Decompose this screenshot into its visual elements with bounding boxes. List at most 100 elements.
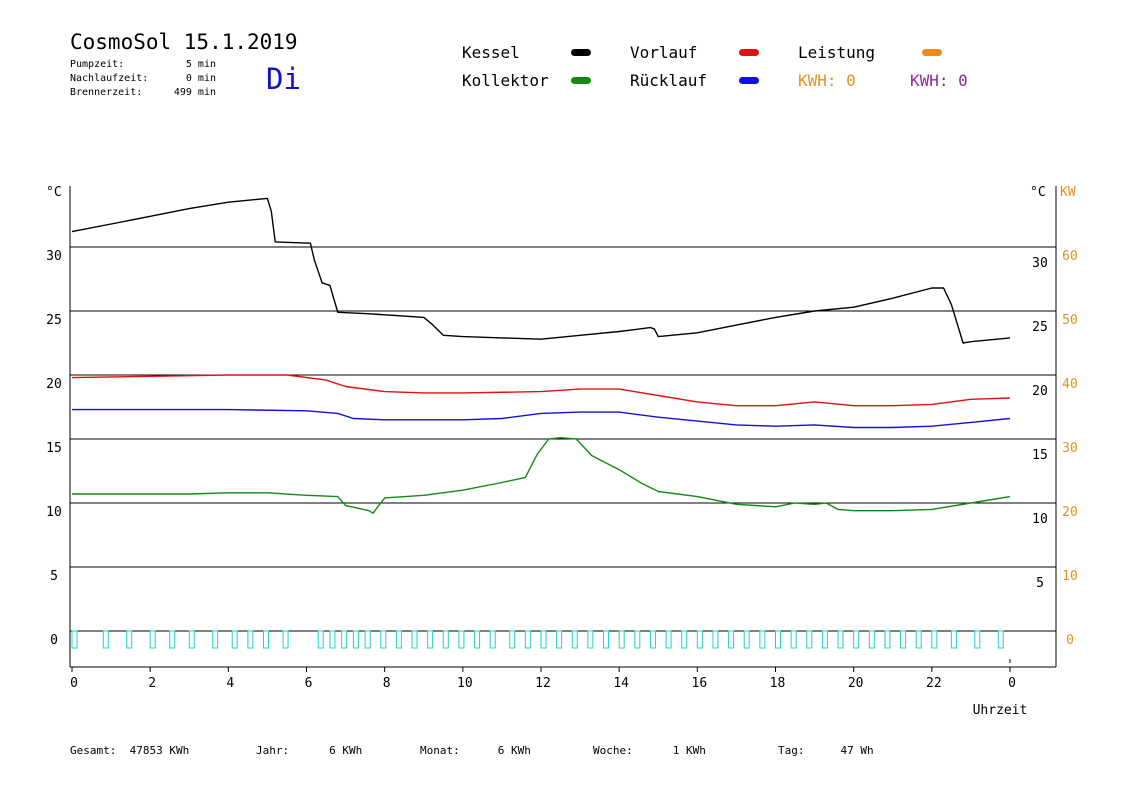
info-value: 0 min (185, 73, 216, 84)
kwh-orange-label: KWH: 0 (798, 71, 856, 90)
chart-axes (69, 186, 1057, 672)
legend-kessel-label: Kessel (462, 43, 520, 62)
footer-woche: Woche: 1 KWh (593, 744, 706, 757)
pump-pulse (329, 630, 336, 649)
pump-pulse (618, 630, 625, 649)
pump-pulse (712, 630, 719, 649)
pump-pulse (263, 630, 270, 649)
y2-tick-label: 50 (1062, 313, 1078, 328)
pump-pulse (458, 630, 465, 649)
pump-pulse (317, 630, 324, 649)
pump-pulse (524, 630, 531, 649)
pump-pulse (169, 630, 176, 649)
pump-pulse (474, 630, 481, 649)
legend-leistung-swatch (922, 49, 942, 56)
pump-pulse (149, 630, 156, 649)
legend-kessel-swatch (571, 49, 591, 56)
pump-pulse (427, 630, 434, 649)
series-line-vorlauf (71, 374, 1011, 407)
x-tick-label: 18 (770, 676, 786, 691)
pump-pulse (884, 630, 891, 649)
pump-pulse (821, 630, 828, 649)
pump-pulse (395, 630, 402, 649)
pump-pulse (540, 630, 547, 649)
pump-pulse (634, 630, 641, 649)
footer-monat-value: 6 KWh (497, 744, 531, 757)
x-tick-label: 4 (226, 676, 234, 691)
y-tick-label-right: 10 (1032, 512, 1048, 527)
footer-tag: Tag: 47 Wh (778, 744, 874, 757)
pump-pulse (71, 630, 78, 649)
pump-pulse (411, 630, 418, 649)
pump-pulse (102, 630, 109, 649)
x-tick-label: 20 (848, 676, 864, 691)
legend-vorlauf-label: Vorlauf (630, 43, 698, 62)
info-brennerzeit: Brennerzeit: 499 min (70, 86, 216, 99)
y2-tick-label: 40 (1062, 377, 1078, 392)
y-tick-label-right: 25 (1032, 320, 1048, 335)
pump-pulse (649, 630, 656, 649)
info-label: Nachlaufzeit: (70, 73, 149, 84)
legend-ruecklauf-label: Rücklauf (630, 71, 708, 90)
pump-pulse (950, 630, 957, 649)
y2-tick-label: 60 (1062, 249, 1078, 264)
y2-axis-unit: KW (1060, 185, 1076, 200)
pump-pulse (556, 630, 563, 649)
pump-pulse (681, 630, 688, 649)
pump-pulse (853, 630, 860, 649)
y-tick-label-right: 30 (1032, 256, 1048, 271)
x-tick-label: 22 (926, 676, 942, 691)
info-label: Pumpzeit: (70, 59, 125, 70)
y-tick-label-left: 30 (46, 249, 62, 264)
pump-pulse (489, 630, 496, 649)
weekday-label: Di (266, 62, 301, 96)
info-value: 5 min (185, 59, 216, 70)
pump-pulse (282, 630, 289, 649)
series-line-kessel (71, 197, 1011, 344)
legend-vorlauf-swatch (739, 49, 759, 56)
info-pumpzeit: Pumpzeit: 5 min (70, 58, 216, 71)
y-tick-label-left: 0 (50, 633, 58, 648)
y2-tick-label: 20 (1062, 505, 1078, 520)
pump-pulse (931, 630, 938, 649)
pump-pulse (974, 630, 981, 649)
x-tick-label: 0 (1008, 676, 1016, 691)
footer-gesamt: Gesamt: 47853 KWh (70, 744, 189, 757)
pump-pulse (915, 630, 922, 649)
pump-pulse (775, 630, 781, 649)
y-tick-label-right: 15 (1032, 448, 1048, 463)
x-tick-label: 12 (535, 676, 551, 691)
info-nachlaufzeit: Nachlaufzeit: 0 min (70, 72, 216, 85)
pump-pulse (837, 630, 844, 649)
footer-gesamt-value: 47853 KWh (129, 744, 190, 757)
pump-pulse (442, 630, 449, 649)
footer-jahr-value: 6 KWh (329, 744, 363, 757)
pump-pulse (603, 630, 610, 649)
footer-woche-value: 1 KWh (672, 744, 706, 757)
footer-woche-label: Woche: (593, 744, 633, 757)
y-tick-label-left: 20 (46, 377, 62, 392)
x-axis-title: Uhrzeit (973, 703, 1028, 718)
pump-pulse (728, 630, 735, 649)
pump-pulse (587, 630, 594, 649)
y-axis-unit-left: °C (46, 185, 62, 200)
pump-pulse (247, 630, 254, 649)
legend-kollektor-label: Kollektor (462, 71, 549, 90)
pump-pulse (212, 630, 219, 649)
x-tick-label: 10 (457, 676, 473, 691)
y2-tick-label: 10 (1062, 569, 1078, 584)
pump-pulse (509, 630, 516, 649)
footer-monat: Monat: 6 KWh (420, 744, 531, 757)
pump-pulse (352, 630, 359, 649)
x-tick-label: 6 (305, 676, 313, 691)
footer-tag-value: 47 Wh (840, 744, 874, 757)
chart-series (71, 197, 1011, 514)
footer-jahr: Jahr: 6 KWh (256, 744, 362, 757)
info-label: Brennerzeit: (70, 87, 143, 98)
pump-pulse (364, 630, 371, 649)
y-tick-label-right: 20 (1032, 384, 1048, 399)
pump-pulse (188, 630, 195, 649)
pump-pulse (790, 630, 797, 649)
pump-pulse (571, 630, 578, 649)
pump-pulse (868, 630, 875, 649)
